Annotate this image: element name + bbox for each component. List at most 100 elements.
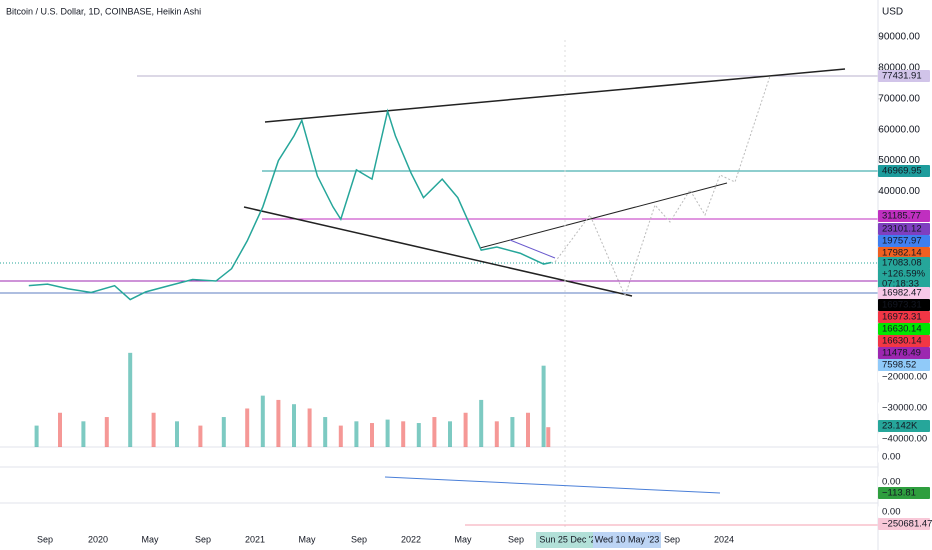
price-tag: 23.142K — [882, 421, 918, 432]
price-tag-bg — [878, 311, 930, 323]
x-tick-label: Sep — [195, 534, 211, 544]
price-tag-bg — [878, 235, 930, 247]
price-tag-bg — [878, 420, 930, 432]
volume-bar — [338, 425, 343, 447]
chart-title: Bitcoin / U.S. Dollar, 1D, COINBASE, Hei… — [6, 6, 201, 16]
price-tag: 31185.77 — [882, 211, 921, 222]
volume-bar — [104, 417, 109, 447]
price-tag-bg — [878, 247, 930, 259]
projection — [554, 75, 771, 298]
price-tag: 0.00 — [882, 452, 901, 463]
x-tick-label: 2022 — [401, 534, 421, 544]
volume-bar — [370, 423, 374, 447]
price-tag-bg — [878, 323, 930, 335]
y-tick-label: 80000.00 — [878, 63, 920, 74]
price-tag: 0.00 — [882, 477, 901, 488]
price-tag: −30000.00 — [882, 403, 927, 414]
volume-bar — [260, 395, 265, 447]
price-tag-bg — [878, 223, 930, 235]
price-tag-bg — [878, 506, 930, 518]
x-tick-label: Sep — [351, 534, 367, 544]
volume-bar — [128, 352, 133, 447]
y-tick-label: 60000.00 — [878, 124, 920, 135]
x-tick-label: 2024 — [714, 534, 734, 544]
price-tag-bg — [878, 487, 930, 499]
x-tick-label: May — [454, 534, 472, 544]
x-tick-highlight — [536, 532, 604, 548]
volume-bar — [292, 404, 296, 447]
volume-bar — [221, 417, 226, 447]
price-tag: 07:18:33 — [882, 279, 919, 290]
price-tag: 11478.49 — [882, 348, 921, 359]
volume-bar — [479, 399, 484, 447]
volume-bar — [510, 417, 515, 447]
volume-bar — [276, 399, 281, 447]
x-tick-label: May — [141, 534, 159, 544]
price-tag-bg — [878, 402, 930, 414]
drawings — [0, 0, 879, 550]
price-tag: −113.81 — [882, 488, 916, 499]
price-tag: 0.00 — [882, 507, 901, 518]
price-tag: 46969.95 — [882, 166, 922, 177]
price-tag-bg — [878, 287, 930, 299]
price-tag: 16630.14 — [882, 324, 922, 335]
price-tag: 16973.31 — [882, 312, 922, 323]
price-tag-bg — [878, 433, 930, 445]
volume-bar — [307, 408, 312, 447]
price-tag: 17982.14 — [882, 248, 922, 259]
price-tag: −40000.00 — [882, 434, 927, 445]
volume-bar — [526, 412, 530, 447]
price-tag: −250681.47 — [882, 519, 932, 530]
volume-bar — [401, 421, 406, 447]
price-line — [28, 108, 552, 301]
price-tag: 16973.31 — [882, 300, 922, 311]
x-tick-label: Wed 10 May '23 — [595, 534, 660, 544]
volume-bar — [58, 412, 62, 447]
x-tick-label: 2021 — [245, 534, 265, 544]
volume-bar — [354, 421, 359, 447]
x-tick-highlight — [593, 532, 661, 548]
price-tag-bg — [878, 257, 930, 269]
price-tag-bg — [878, 476, 930, 488]
volume-bar — [448, 421, 452, 447]
price-tag-bg — [878, 268, 930, 280]
volume-bar — [245, 408, 250, 447]
volume-bar — [34, 425, 39, 447]
price-tag: 7598.52 — [882, 360, 916, 371]
ma-line — [509, 239, 556, 259]
price-tag: 77431.91 — [882, 71, 922, 82]
volume-bar — [463, 412, 468, 447]
volume-bar — [546, 427, 551, 447]
price-tag-bg — [878, 451, 930, 463]
price-tag: 16630.14 — [882, 336, 922, 347]
price-tag: 17083.08 — [882, 258, 922, 269]
price-tag-bg — [878, 210, 930, 222]
volume-bar — [323, 417, 328, 447]
price-tag: 19757.97 — [882, 236, 922, 247]
x-tick-label: May — [298, 534, 316, 544]
price-tag: 16982.47 — [882, 288, 922, 299]
volume-bar — [198, 425, 203, 447]
trend-line — [479, 182, 728, 249]
y-tick-label: 70000.00 — [878, 93, 920, 104]
price-tag-bg — [878, 165, 930, 177]
volume-bar — [151, 412, 156, 447]
trend-line — [264, 68, 846, 123]
price-tag: 23101.12 — [882, 224, 922, 235]
y-tick-label: 40000.00 — [878, 186, 920, 197]
price-tag-bg — [878, 518, 930, 530]
volume-bar — [81, 421, 86, 447]
price-tag-bg — [878, 335, 930, 347]
price-tag-bg — [878, 371, 930, 383]
price-tag-bg — [878, 70, 930, 82]
price-tag: +126.59% — [882, 269, 926, 280]
price-tag-bg — [878, 347, 930, 359]
x-tick-label: Sep — [508, 534, 524, 544]
volume-bar — [416, 423, 421, 447]
price-tag-bg — [878, 359, 930, 371]
volume-bar — [175, 421, 179, 447]
y-tick-label: 50000.00 — [878, 155, 920, 166]
x-tick-label: Sun 25 Dec '22 — [539, 534, 600, 544]
volume-bar — [432, 417, 437, 447]
indicator-line — [384, 476, 721, 494]
